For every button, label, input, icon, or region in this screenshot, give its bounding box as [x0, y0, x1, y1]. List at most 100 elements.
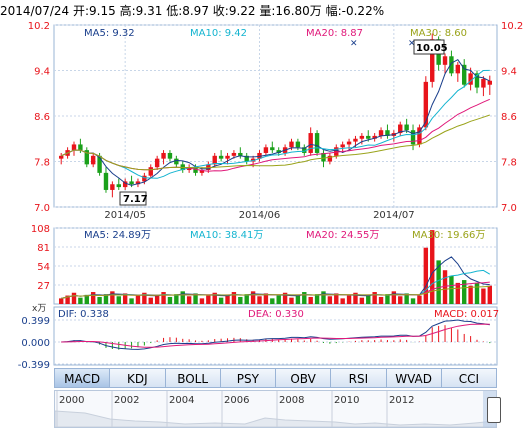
volume-bar[interactable] [231, 292, 237, 304]
volume-bar[interactable] [481, 288, 486, 304]
candle[interactable] [186, 167, 192, 171]
volume-bar[interactable] [154, 294, 160, 304]
candle[interactable] [193, 167, 198, 173]
volume-bar[interactable] [372, 292, 377, 304]
candle[interactable] [430, 39, 435, 82]
volume-bar[interactable] [398, 296, 403, 304]
volume-bar[interactable] [282, 292, 288, 304]
volume-bar[interactable] [84, 294, 89, 304]
volume-bar[interactable] [135, 295, 141, 304]
volume-bar[interactable] [180, 291, 185, 304]
volume-bar[interactable] [90, 292, 96, 304]
volume-bar[interactable] [257, 296, 262, 304]
candle[interactable] [468, 73, 473, 85]
volume-bar[interactable] [474, 282, 480, 304]
tab-obv[interactable]: OBV [275, 368, 331, 388]
volume-bar[interactable] [270, 298, 275, 304]
candle[interactable] [327, 155, 333, 162]
volume-bar[interactable] [468, 285, 473, 304]
candle[interactable] [334, 147, 339, 156]
volume-bar[interactable] [410, 298, 416, 304]
candle[interactable] [372, 135, 377, 139]
candle[interactable] [423, 81, 429, 128]
volume-bar[interactable] [340, 298, 345, 304]
volume-bar[interactable] [174, 294, 179, 304]
volume-bar[interactable] [417, 295, 422, 304]
candle[interactable] [366, 135, 371, 139]
volume-bar[interactable] [148, 297, 153, 304]
volume-bar[interactable] [244, 294, 249, 304]
volume-bar[interactable] [449, 275, 454, 304]
volume-bar[interactable] [308, 296, 313, 304]
volume-bar[interactable] [436, 260, 441, 304]
volume-bar[interactable] [212, 292, 217, 304]
candle[interactable] [302, 147, 307, 153]
candle[interactable] [84, 150, 89, 165]
tab-boll[interactable]: BOLL [164, 368, 220, 388]
volume-bar[interactable] [250, 291, 256, 304]
candle[interactable] [71, 144, 77, 151]
volume-bar[interactable] [442, 270, 448, 304]
stock-chart[interactable]: MA5: 9.32 MA10: 9.42 MA20: 8.87 MA30: 8.… [0, 0, 525, 368]
volume-bar[interactable] [161, 292, 166, 304]
candle[interactable] [410, 130, 416, 145]
volume-bar[interactable] [129, 298, 134, 304]
candle[interactable] [154, 158, 160, 168]
candle[interactable] [78, 144, 83, 151]
candle[interactable] [212, 155, 217, 165]
candle[interactable] [289, 141, 294, 148]
volume-bar[interactable] [122, 293, 128, 304]
candle[interactable] [142, 175, 147, 182]
candle[interactable] [206, 164, 211, 171]
candle[interactable] [110, 184, 115, 190]
candle[interactable] [122, 181, 128, 188]
volume-bar[interactable] [58, 298, 64, 304]
volume-bar[interactable] [78, 297, 83, 304]
candle[interactable] [314, 133, 320, 153]
candle[interactable] [97, 155, 102, 173]
candle[interactable] [295, 141, 301, 148]
candle[interactable] [487, 80, 493, 85]
volume-bar[interactable] [65, 295, 70, 304]
candle[interactable] [174, 158, 179, 165]
candle[interactable] [481, 79, 486, 88]
volume-bar[interactable] [391, 291, 397, 304]
candle[interactable] [449, 56, 454, 74]
tab-cci[interactable]: CCI [440, 368, 497, 388]
candle[interactable] [455, 64, 461, 74]
timeline-drag-handle[interactable] [487, 397, 501, 423]
volume-bar[interactable] [97, 296, 102, 304]
volume-bar[interactable] [71, 292, 77, 304]
tab-macd[interactable]: MACD [54, 368, 110, 388]
volume-bar[interactable] [295, 294, 301, 304]
volume-bar[interactable] [378, 296, 384, 304]
volume-bar[interactable] [103, 294, 109, 304]
tab-wvad[interactable]: WVAD [385, 368, 441, 388]
candle[interactable] [359, 135, 365, 139]
candle[interactable] [244, 155, 249, 162]
candle[interactable] [404, 124, 409, 131]
volume-bar[interactable] [327, 296, 333, 304]
candle[interactable] [238, 152, 243, 156]
candle[interactable] [90, 155, 96, 165]
volume-bar[interactable] [199, 298, 205, 304]
candle[interactable] [199, 170, 205, 173]
candle[interactable] [276, 150, 281, 153]
candle[interactable] [167, 152, 173, 159]
volume-bar[interactable] [142, 292, 147, 304]
volume-bars[interactable] [58, 230, 493, 304]
tab-rsi[interactable]: RSI [330, 368, 386, 388]
candle[interactable] [321, 152, 326, 162]
volume-bar[interactable] [314, 294, 320, 304]
candle[interactable] [378, 130, 384, 136]
volume-bar[interactable] [302, 292, 307, 304]
volume-bar[interactable] [321, 291, 326, 304]
volume-bar[interactable] [359, 297, 365, 304]
volume-bar[interactable] [430, 230, 435, 304]
candle[interactable] [161, 152, 166, 159]
volume-bar[interactable] [116, 296, 121, 304]
volume-bar[interactable] [404, 293, 409, 304]
candle[interactable] [231, 152, 237, 156]
volume-bar[interactable] [263, 293, 269, 304]
volume-bar[interactable] [353, 292, 358, 304]
